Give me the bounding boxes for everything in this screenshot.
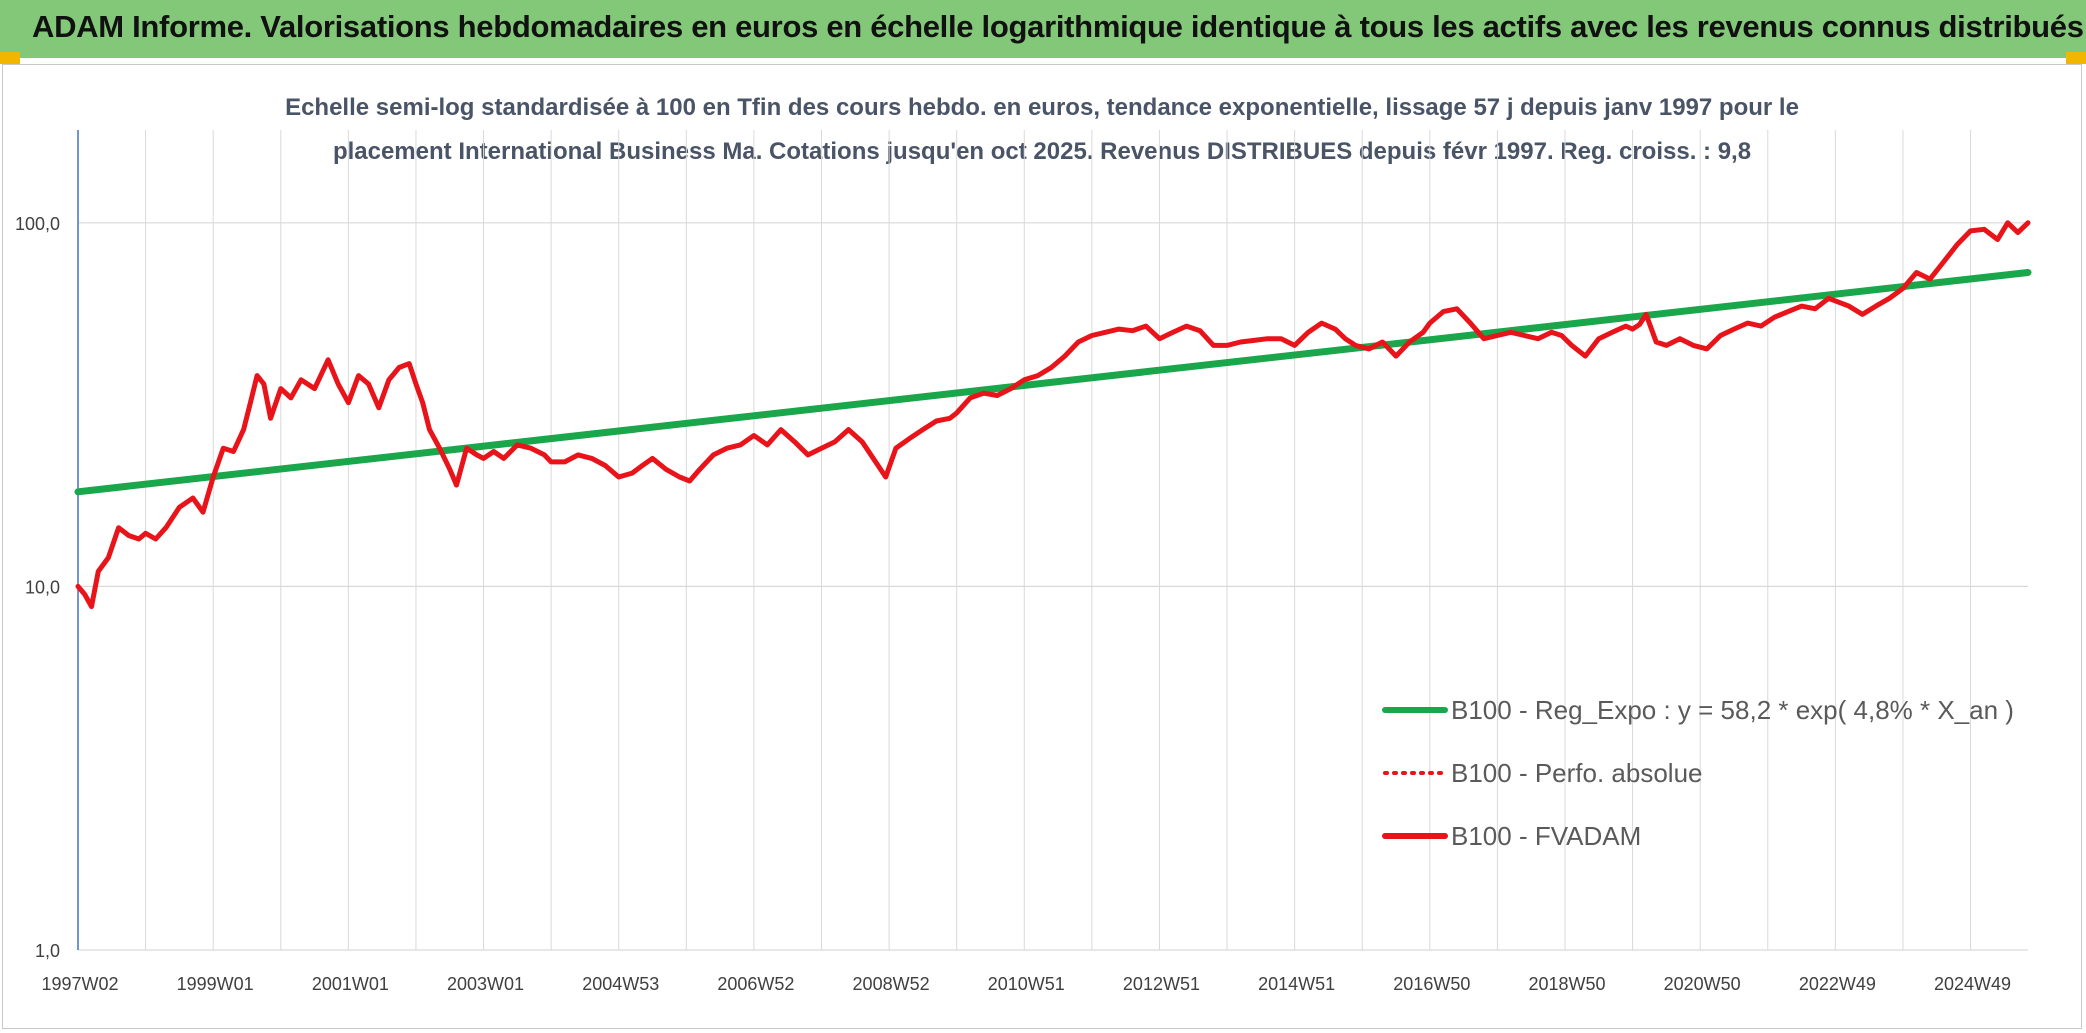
fvadam-line bbox=[75, 220, 2031, 610]
x-tick-label: 2014W51 bbox=[1258, 974, 1335, 994]
y-tick-label: 10,0 bbox=[25, 577, 60, 597]
x-tick-label: 2012W51 bbox=[1123, 974, 1200, 994]
corner-marker-left bbox=[0, 52, 20, 64]
x-tick-label: 2008W52 bbox=[853, 974, 930, 994]
x-tick-label: 2004W53 bbox=[582, 974, 659, 994]
x-tick-label: 2024W49 bbox=[1934, 974, 2011, 994]
grid-layer bbox=[77, 130, 2028, 951]
report-title: ADAM Informe. Valorisations hebdomadaire… bbox=[32, 9, 2084, 44]
x-tick-label: 1997W02 bbox=[41, 974, 118, 994]
legend-label: B100 - Perfo. absolue bbox=[1451, 758, 1703, 788]
x-tick-label: 2020W50 bbox=[1664, 974, 1741, 994]
legend-label: B100 - FVADAM bbox=[1451, 821, 1641, 851]
x-tick-label: 1999W01 bbox=[177, 974, 254, 994]
corner-marker-right bbox=[2066, 52, 2086, 64]
x-tick-label: 2010W51 bbox=[988, 974, 1065, 994]
chart-frame bbox=[2, 64, 2082, 1029]
chart-subtitle-line-1: Echelle semi-log standardisée à 100 en T… bbox=[285, 94, 1799, 121]
y-tick-label: 100,0 bbox=[15, 214, 60, 234]
trend-line bbox=[74, 269, 2032, 496]
axis-layer: 1,0 10,0 100,0 1997W02 1999W01 2001W01 2003W01… bbox=[15, 130, 2011, 994]
chart-legend: B100 - Reg_Expo : y = 58,2 * exp( 4,8% *… bbox=[1382, 695, 2014, 851]
series-layer bbox=[74, 220, 2032, 610]
report-banner: ADAM Informe. Valorisations hebdomadaire… bbox=[0, 0, 2086, 58]
legend-label: B100 - Reg_Expo : y = 58,2 * exp( 4,8% *… bbox=[1451, 695, 2014, 725]
chart-subtitle-line-2: placement International Business Ma. Cot… bbox=[333, 138, 1751, 165]
x-tick-label: 2016W50 bbox=[1393, 974, 1470, 994]
x-tick-label: 2022W49 bbox=[1799, 974, 1876, 994]
x-tick-label: 2003W01 bbox=[447, 974, 524, 994]
x-tick-label: 2018W50 bbox=[1528, 974, 1605, 994]
x-tick-label: 2001W01 bbox=[312, 974, 389, 994]
x-tick-label: 2006W52 bbox=[717, 974, 794, 994]
y-tick-label: 1,0 bbox=[35, 941, 60, 961]
